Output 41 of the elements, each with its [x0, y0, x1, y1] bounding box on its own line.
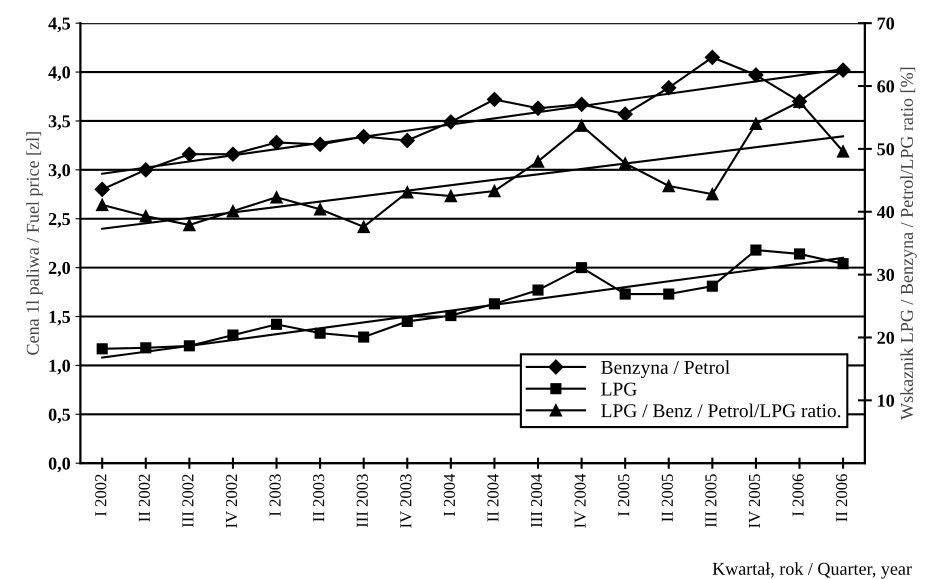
y-tick-label: 4,0: [48, 66, 70, 82]
x-tick-label: III 2003: [356, 474, 368, 528]
y-axis-title: Cena 1l paliwa / Fuel price [zl]: [26, 132, 43, 355]
y-tick-label: 2,5: [48, 213, 70, 228]
x-tick-label: IV 2002: [226, 474, 238, 528]
y2-tick-label: 50: [877, 143, 894, 156]
y2-tick-label: 40: [876, 206, 894, 218]
x-tick-label: I 2004: [444, 474, 456, 516]
y-tick-label: 0,5: [48, 408, 70, 424]
y-tick-label: 1,5: [50, 310, 70, 326]
y2-tick-label: 10: [878, 394, 894, 407]
x-tick-label: IV 2004: [574, 474, 586, 528]
x-tick-label: III 2005: [705, 474, 717, 528]
legend-label: Benzyna / Petrol: [601, 360, 730, 378]
x-axis-title: Kwartał, rok / Quarter, year: [712, 562, 912, 579]
x-tick-label: IV 2003: [400, 474, 412, 528]
y-tick-label: 1,0: [50, 360, 70, 374]
y-tick-label: 2,0: [48, 262, 70, 277]
y2-tick-label: 60: [877, 80, 894, 92]
x-tick-label: II 2006: [836, 474, 848, 522]
x-tick-label: II 2003: [313, 474, 324, 522]
x-tick-label: II 2002: [138, 474, 150, 522]
x-tick-label: I 2002: [95, 474, 106, 516]
legend-label: LPG / Benz / Petrol/LPG ratio.: [601, 404, 840, 418]
x-tick-label: II 2004: [487, 474, 499, 522]
y-tick-label: 4,5: [48, 18, 70, 32]
x-tick-label: I 2003: [269, 474, 281, 516]
x-tick-label: I 2006: [792, 474, 804, 516]
x-tick-label: I 2005: [618, 474, 630, 516]
y-tick-label: 3,0: [48, 164, 70, 179]
y-tick-label: 3,5: [48, 115, 70, 130]
legend-label: LPG: [601, 382, 637, 396]
x-tick-label: III 2004: [530, 474, 542, 528]
x-tick-label: IV 2005: [748, 474, 760, 528]
x-tick-label: II 2005: [662, 474, 673, 522]
y2-tick-label: 30: [877, 268, 894, 282]
y2-tick-label: 20: [877, 332, 894, 344]
y2-tick-label: 70: [878, 17, 894, 30]
y-tick-label: 0,0: [48, 457, 70, 472]
y2-axis-title: Wskaznik LPG / Benzyna / Petrol/LPG ratio [%]: [900, 68, 917, 420]
x-tick-label: III 2002: [182, 474, 194, 528]
